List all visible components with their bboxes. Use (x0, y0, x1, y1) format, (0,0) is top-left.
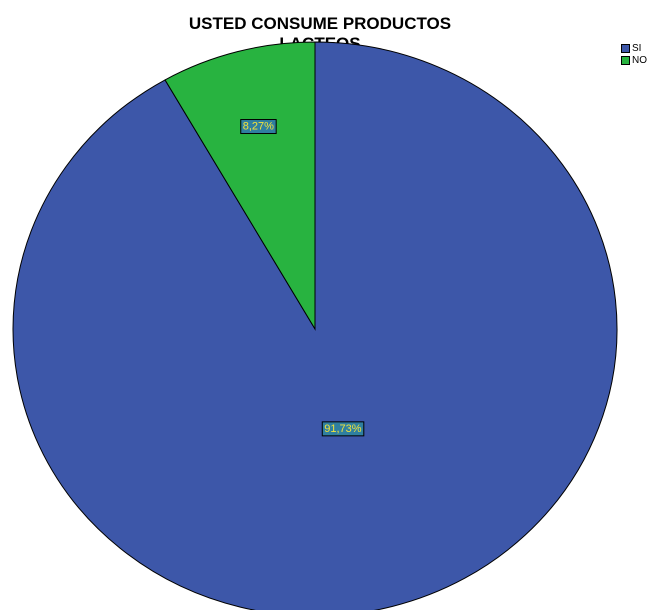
data-label-box-no (240, 119, 277, 135)
legend-swatch-si (621, 43, 630, 53)
data-label-no: 8,27% (240, 119, 277, 135)
legend-label-si: SI (632, 42, 642, 54)
legend-swatch-no (621, 55, 630, 65)
data-label-box-si (321, 421, 365, 437)
legend-item-si: SI (621, 42, 647, 54)
legend-item-no: NO (621, 54, 647, 66)
data-label-text-si: 91,73% (324, 423, 362, 435)
legend: SI NO (621, 42, 647, 66)
data-label-si: 91,73% (321, 421, 365, 437)
pie-slice-no (164, 41, 316, 331)
data-label-text-no: 8,27% (243, 121, 274, 133)
legend-label-no: NO (632, 54, 647, 66)
